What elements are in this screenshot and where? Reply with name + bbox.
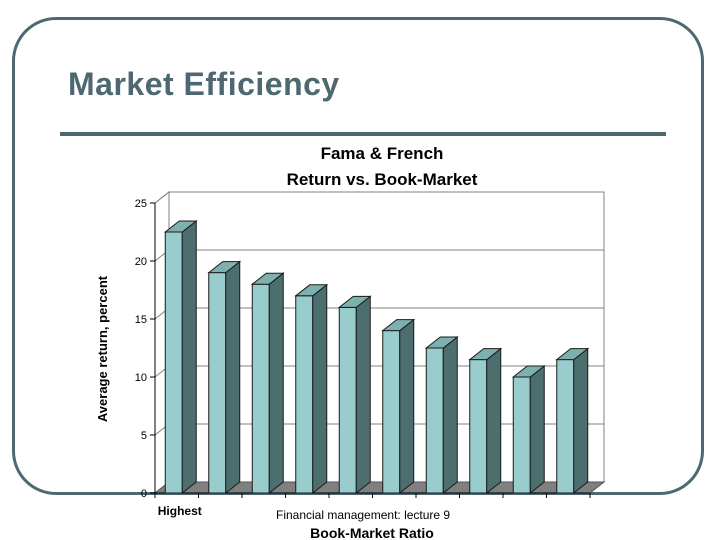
bar-side — [486, 347, 502, 495]
bar — [469, 359, 488, 494]
bar-side — [312, 283, 328, 495]
bar — [338, 306, 357, 494]
bar-top — [424, 336, 459, 349]
y-tick-label: 0 — [141, 488, 147, 500]
bar-top — [468, 348, 503, 361]
bar-side — [442, 335, 458, 495]
bar-top — [250, 272, 285, 285]
slide-title: Market Efficiency — [68, 66, 340, 102]
bar-top — [294, 284, 329, 297]
bar-side — [268, 272, 284, 495]
bar — [251, 283, 270, 494]
bar-side — [573, 347, 589, 495]
bar — [164, 231, 183, 494]
bar-top — [163, 220, 198, 233]
bar-side — [399, 318, 415, 495]
gridline — [154, 191, 604, 204]
chart-title: Fama & French — [320, 144, 444, 163]
title-divider — [60, 132, 666, 136]
bar-side — [529, 364, 545, 495]
bar — [295, 295, 314, 494]
footer-text: Financial management: lecture 9 — [276, 508, 451, 522]
x-axis-title: Book-Market Ratio — [310, 525, 434, 540]
bar — [382, 330, 401, 494]
chart-subtitle: Return vs. Book-Market — [286, 170, 478, 189]
bar-top — [337, 295, 372, 308]
bar-top — [555, 348, 590, 361]
y-axis-title: Average return, percent — [95, 275, 110, 422]
bar — [208, 272, 227, 494]
bar-side — [181, 219, 197, 495]
bar-top — [207, 261, 242, 274]
bar-top — [511, 365, 546, 378]
bar — [556, 359, 575, 494]
x-tick-label: Highest — [158, 504, 202, 518]
bar — [425, 347, 444, 494]
y-tick-label: 15 — [135, 314, 147, 326]
bar-side — [225, 260, 241, 495]
bar-side — [355, 295, 371, 495]
bar-top — [381, 319, 416, 332]
bar — [512, 376, 531, 494]
y-tick-label: 10 — [135, 372, 147, 384]
y-tick-label: 25 — [135, 198, 147, 210]
y-tick-label: 5 — [141, 430, 147, 442]
y-tick-label: 20 — [135, 256, 147, 268]
